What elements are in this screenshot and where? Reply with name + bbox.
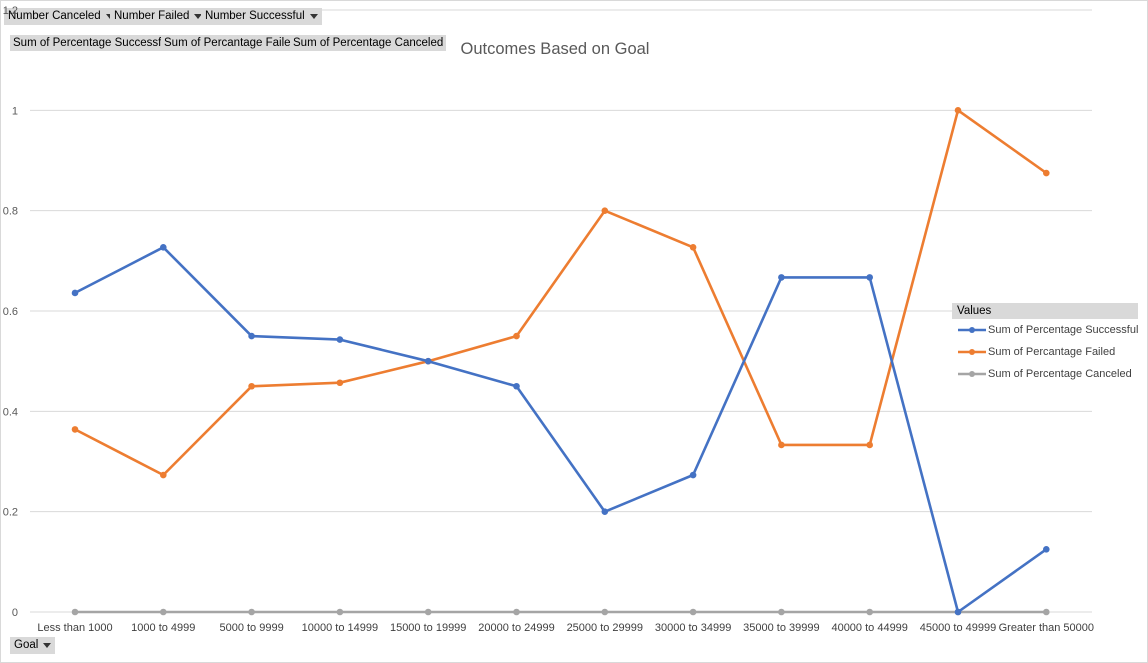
legend-label: Sum of Percantage Failed [988,346,1116,358]
data-point [160,471,167,479]
x-tick-label: 20000 to 24999 [478,622,554,634]
data-point [248,332,255,340]
data-point [601,608,609,616]
data-point [336,608,344,616]
x-tick-label: Greater than 50000 [999,622,1094,634]
dropdown-arrow-icon[interactable] [43,643,52,648]
data-point [513,608,520,616]
value-field-successful[interactable]: Sum of Percentage Successful [10,35,174,51]
data-point [513,332,520,340]
x-tick-label: 1000 to 4999 [131,622,195,634]
data-point [866,608,873,616]
series-line [74,246,1048,614]
data-point [248,608,255,616]
value-field-canceled[interactable]: Sum of Percentage Canceled [290,35,447,51]
value-field-failed[interactable]: Sum of Percantage Failed [161,35,300,51]
y-tick-label: 0 [12,607,18,619]
data-point [248,382,255,390]
y-tick-label: 0.4 [3,406,18,418]
filter-label: Number Failed [114,10,190,22]
data-point [954,608,962,616]
dropdown-arrow-icon[interactable] [194,14,203,19]
data-point [601,207,609,214]
data-point [954,107,962,114]
data-point [601,508,609,515]
filter-label: Number Successful [205,10,305,22]
data-point [424,357,432,365]
data-point [1043,608,1050,616]
series-line [74,109,1048,477]
legend-title: Values [952,303,1138,319]
data-point [424,608,432,616]
x-tick-label: 40000 to 44999 [831,622,907,634]
y-tick-label: 0.2 [3,507,18,519]
axis-field-label: Goal [14,639,39,651]
data-point [160,608,167,616]
x-tick-label: 10000 to 14999 [302,622,378,634]
dropdown-arrow-icon[interactable] [309,14,318,19]
y-tick-label: 0.6 [3,306,18,318]
legend[interactable]: Values Sum of Percentage Successful Sum … [952,303,1138,385]
filter-number-successful[interactable]: Number Successful [201,8,322,25]
data-point [689,608,697,616]
data-point [71,608,79,616]
x-tick-label: 35000 to 39999 [743,622,819,634]
axis-field-goal[interactable]: Goal [10,637,56,654]
filter-label: Number Canceled [8,10,101,22]
data-point [513,382,520,390]
x-tick-label: 5000 to 9999 [219,622,283,634]
chart-title: Outcomes Based on Goal [460,40,650,58]
legend-line-marker-icon [958,349,986,355]
data-point [866,274,873,281]
data-point [778,274,785,281]
y-tick-label: 0.8 [3,206,18,218]
data-point [71,289,79,297]
legend-item-canceled[interactable]: Sum of Percentage Canceled [952,363,1138,385]
data-point [71,426,79,433]
x-tick-label: 15000 to 19999 [390,622,466,634]
dropdown-arrow-icon[interactable] [105,14,114,19]
y-tick-label: 1 [12,105,18,117]
data-point [336,336,344,343]
x-tick-label: Less than 1000 [37,622,112,634]
legend-item-successful[interactable]: Sum of Percentage Successful [952,319,1138,341]
legend-label: Sum of Percentage Successful [988,324,1139,336]
data-point [1043,545,1050,553]
data-point [689,471,697,479]
data-point [160,243,167,251]
filter-number-failed[interactable]: Number Failed [110,8,207,25]
x-tick-label: 30000 to 34999 [655,622,731,634]
data-point [778,441,785,449]
data-point [778,608,785,616]
data-point [336,379,344,387]
y-tick-label: 1.2 [3,5,18,17]
data-point [866,441,873,449]
data-point [1043,169,1050,177]
data-point [689,243,697,251]
legend-line-marker-icon [958,371,986,377]
legend-item-failed[interactable]: Sum of Percantage Failed [952,341,1138,363]
legend-line-marker-icon [958,327,986,333]
legend-label: Sum of Percentage Canceled [988,368,1132,380]
x-tick-label: 45000 to 49999 [920,622,996,634]
filter-number-canceled[interactable]: Number Canceled [4,8,118,25]
x-tick-label: 25000 to 29999 [567,622,643,634]
